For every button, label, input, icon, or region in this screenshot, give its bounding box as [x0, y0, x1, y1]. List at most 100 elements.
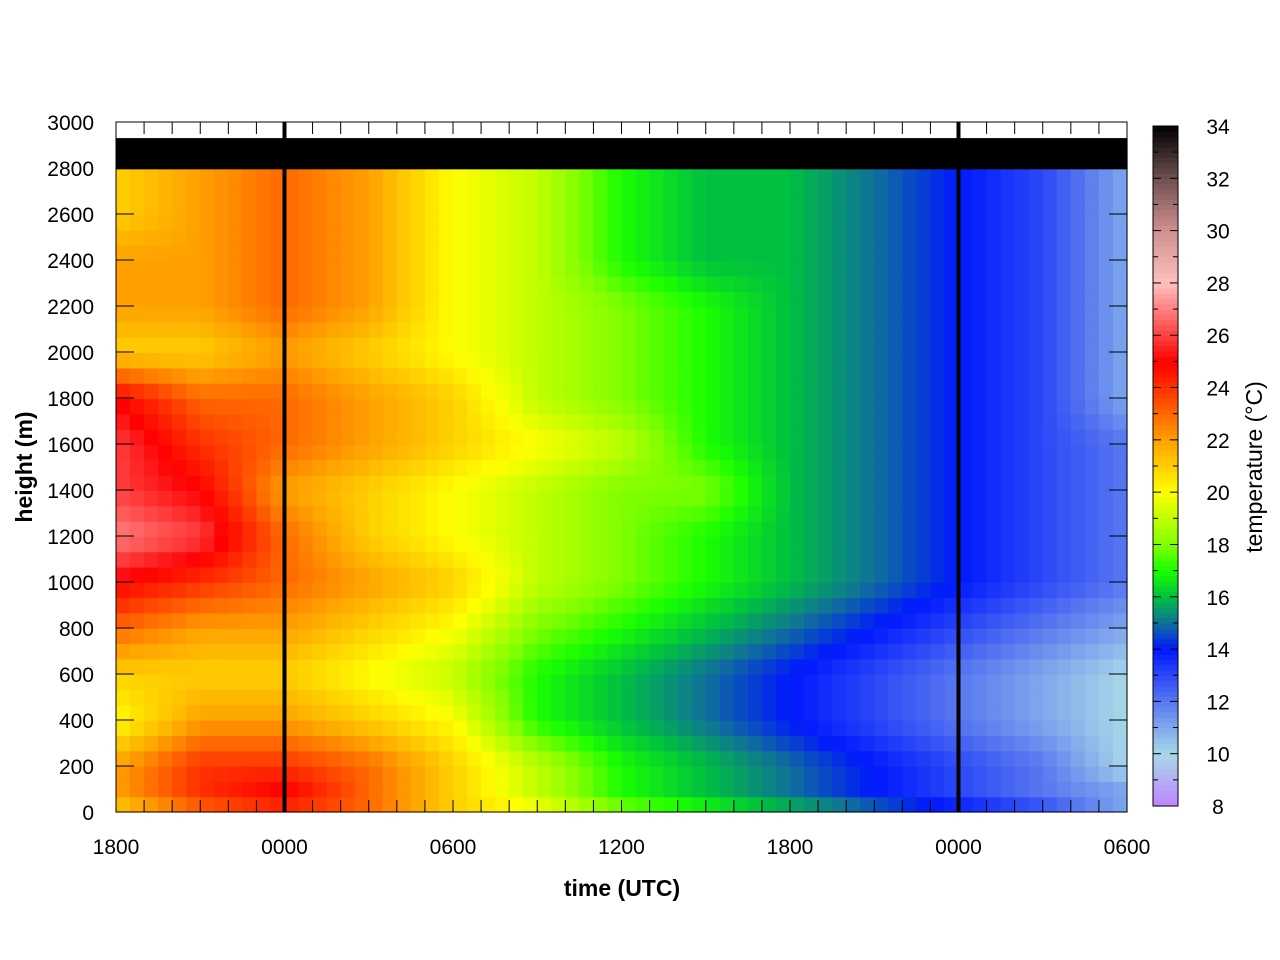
heatmap-cell [438, 505, 454, 522]
heatmap-cell [761, 628, 777, 645]
heatmap-cell [1014, 352, 1030, 369]
heatmap-cell [453, 153, 468, 170]
heatmap-cell [495, 153, 510, 170]
heatmap-cell [944, 628, 960, 645]
heatmap-cell [200, 260, 215, 277]
heatmap-cell [972, 413, 988, 430]
heatmap-cell [733, 490, 749, 507]
heatmap-cell [818, 720, 833, 737]
heatmap-cell [354, 138, 370, 155]
heatmap-cell [1014, 230, 1030, 246]
heatmap-cell [691, 735, 707, 752]
heatmap-cell [804, 367, 819, 384]
heatmap-cell [172, 551, 187, 568]
heatmap-cell [888, 536, 903, 553]
heatmap-cell [635, 444, 651, 461]
heatmap-cell [790, 781, 805, 798]
heatmap-cell [354, 689, 370, 706]
heatmap-cell [523, 566, 538, 583]
heatmap-cell [424, 352, 440, 369]
heatmap-cell [579, 475, 595, 491]
heatmap-cell [130, 750, 145, 767]
heatmap-cell [214, 566, 229, 583]
heatmap-cell [832, 429, 847, 446]
heatmap-cell [832, 444, 847, 461]
heatmap-cell [200, 184, 215, 200]
heatmap-cell [846, 612, 861, 629]
heatmap-cell [565, 352, 580, 369]
heatmap-cell [537, 413, 552, 430]
heatmap-cell [1028, 429, 1044, 446]
heatmap-cell [1056, 199, 1072, 216]
colorbar-segment [1153, 544, 1178, 551]
heatmap-cell [523, 429, 538, 446]
heatmap-cell [775, 689, 791, 706]
heatmap-cell [916, 413, 932, 430]
heatmap-cell [691, 260, 707, 277]
colorbar-segment [1153, 753, 1178, 760]
heatmap-cell [1028, 566, 1044, 583]
heatmap-cell [368, 459, 384, 476]
heatmap-cell [790, 597, 805, 614]
heatmap-cell [382, 490, 398, 507]
heatmap-cell [719, 704, 735, 721]
heatmap-cell [790, 704, 805, 721]
heatmap-cell [1014, 475, 1030, 491]
heatmap-cell [256, 735, 272, 752]
heatmap-cell [705, 490, 721, 507]
heatmap-cell [916, 551, 932, 568]
heatmap-cell [340, 413, 356, 430]
heatmap-cell [677, 689, 693, 706]
heatmap-cell [986, 566, 1002, 583]
heatmap-cell [902, 444, 917, 461]
heatmap-cell [972, 674, 988, 691]
heatmap-cell [1084, 413, 1100, 430]
heatmap-cell [733, 306, 749, 323]
heatmap-cell [214, 367, 229, 384]
heatmap-cell [775, 398, 791, 415]
heatmap-cell [1112, 413, 1128, 430]
heatmap-cell [691, 796, 707, 813]
heatmap-cell [888, 153, 903, 170]
heatmap-cell [790, 566, 805, 583]
heatmap-cell [663, 138, 679, 155]
heatmap-cell [200, 735, 215, 752]
heatmap-cell [1000, 199, 1016, 216]
heatmap-cell [1084, 352, 1100, 369]
heatmap-cell [326, 720, 342, 737]
heatmap-cell [1056, 444, 1072, 461]
heatmap-cell [438, 214, 454, 231]
heatmap-cell [312, 582, 328, 599]
heatmap-cell [396, 658, 412, 675]
heatmap-cell [593, 291, 609, 308]
colorbar-segment [1153, 758, 1178, 765]
heatmap-cell [382, 704, 398, 721]
heatmap-cell [523, 337, 538, 354]
heatmap-cell [621, 674, 637, 691]
heatmap-cell [481, 306, 496, 323]
heatmap-cell [621, 597, 637, 614]
heatmap-cell [804, 521, 819, 537]
heatmap-cell [1056, 566, 1072, 583]
heatmap-cell [368, 612, 384, 629]
heatmap-cell [832, 352, 847, 369]
heatmap-cell [930, 245, 946, 262]
heatmap-cell [354, 521, 370, 537]
heatmap-cell [438, 658, 454, 675]
heatmap-cell [790, 521, 805, 537]
heatmap-cell [1070, 138, 1086, 155]
heatmap-cell [214, 643, 229, 660]
heatmap-cell [1098, 337, 1114, 354]
heatmap-cell [467, 337, 482, 354]
heatmap-cell [354, 766, 370, 782]
heatmap-cell [312, 459, 328, 476]
heatmap-cell [523, 704, 538, 721]
heatmap-cell [467, 245, 482, 262]
heatmap-cell [677, 781, 693, 798]
heatmap-cell [761, 444, 777, 461]
heatmap-cell [804, 704, 819, 721]
heatmap-cell [438, 275, 454, 292]
heatmap-cell [424, 245, 440, 262]
heatmap-cell [509, 643, 524, 660]
heatmap-cell [116, 781, 131, 798]
